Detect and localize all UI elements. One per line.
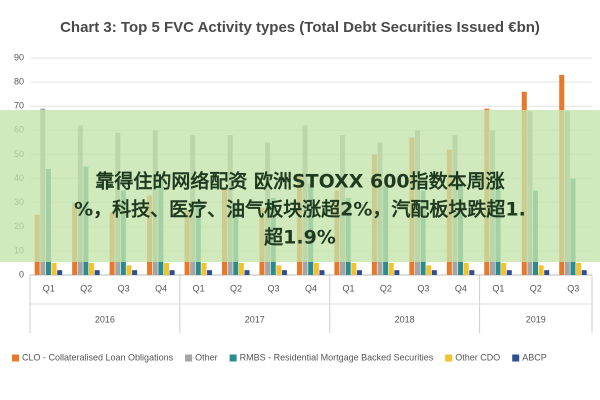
bar: [506, 270, 512, 275]
y-tick-label: 90: [14, 52, 24, 62]
x-tick-label: Q4: [305, 283, 317, 293]
bar: [281, 270, 287, 275]
group-label: 2018: [395, 314, 415, 324]
bar: [313, 262, 319, 275]
bar: [201, 262, 207, 275]
bar: [126, 265, 132, 275]
bar: [426, 265, 432, 275]
bar: [94, 270, 100, 275]
x-tick-label: Q3: [268, 283, 280, 293]
overlay-text: %，科技、医疗、油气板块涨超2%，汽配板块跌超1.: [74, 198, 526, 221]
bar: [394, 270, 400, 275]
bar: [169, 270, 175, 275]
bar: [544, 270, 550, 275]
x-tick-label: Q1: [342, 283, 354, 293]
legend-swatch: [445, 354, 453, 362]
group-label: 2019: [526, 314, 546, 324]
x-tick-label: Q3: [118, 283, 130, 293]
bar: [469, 270, 475, 275]
legend-label: ABCP: [522, 352, 547, 362]
overlay-text: 超1.9%: [263, 226, 336, 249]
x-tick-label: Q2: [230, 283, 242, 293]
overlay-text: 靠得住的网络配资 欧洲STOXX 600指数本周涨: [95, 170, 504, 193]
bar: [132, 270, 138, 275]
legend-label: RMBS - Residential Mortgage Backed Secur…: [240, 352, 434, 362]
x-tick-label: Q2: [530, 283, 542, 293]
bar: [576, 262, 582, 275]
bar: [581, 270, 587, 275]
x-tick-label: Q3: [567, 283, 579, 293]
y-tick-label: 80: [14, 76, 24, 86]
x-tick-label: Q1: [193, 283, 205, 293]
x-tick-label: Q2: [380, 283, 392, 293]
group-label: 2016: [95, 314, 115, 324]
legend-swatch: [12, 354, 19, 362]
y-tick-label: 0: [19, 269, 24, 279]
legend-swatch: [229, 354, 237, 362]
legend-label: CLO - Collateralised Loan Obligations: [22, 352, 174, 362]
bar: [463, 262, 469, 275]
bar: [244, 270, 250, 275]
y-tick-label: 70: [14, 101, 24, 111]
x-tick-label: Q1: [43, 283, 55, 293]
chart-title: Chart 3: Top 5 FVC Activity types (Total…: [60, 19, 540, 36]
bar: [501, 262, 507, 275]
x-tick-label: Q4: [455, 283, 467, 293]
x-tick-label: Q2: [80, 283, 92, 293]
bar: [276, 265, 282, 275]
x-tick-label: Q3: [417, 283, 429, 293]
bar: [538, 265, 544, 275]
bar: [89, 262, 95, 275]
bar: [351, 262, 357, 275]
x-tick-label: Q1: [492, 283, 504, 293]
bar: [431, 270, 437, 275]
bar: [356, 270, 362, 275]
legend-swatch: [512, 354, 520, 362]
bar: [388, 262, 394, 275]
legend-label: Other CDO: [455, 352, 500, 362]
x-tick-label: Q4: [155, 283, 167, 293]
group-label: 2017: [245, 314, 265, 324]
bar: [238, 262, 244, 275]
legend-label: Other: [195, 352, 218, 362]
bar: [207, 270, 213, 275]
bar: [51, 262, 57, 275]
legend: CLO - Collateralised Loan Obligations Oth…: [12, 352, 547, 362]
bar: [319, 270, 325, 275]
bar: [57, 270, 63, 275]
bar: [163, 262, 169, 275]
overlay-banner: [0, 110, 600, 262]
legend-swatch: [185, 354, 193, 362]
